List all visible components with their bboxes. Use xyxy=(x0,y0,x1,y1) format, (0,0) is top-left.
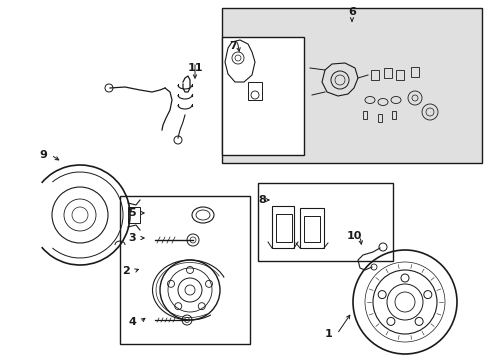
Bar xyxy=(383,68,391,78)
Text: 4: 4 xyxy=(128,317,136,327)
Bar xyxy=(391,111,395,119)
Bar xyxy=(362,111,366,119)
Bar xyxy=(410,67,418,77)
Bar xyxy=(258,183,392,261)
Text: 10: 10 xyxy=(346,231,361,241)
Text: 2: 2 xyxy=(122,266,130,276)
Bar xyxy=(120,196,249,344)
Bar xyxy=(299,208,324,248)
Bar xyxy=(235,69,241,77)
Text: 7: 7 xyxy=(229,41,236,51)
Text: 5: 5 xyxy=(128,208,136,218)
Bar xyxy=(377,114,381,122)
Text: 8: 8 xyxy=(258,195,265,205)
Text: 1: 1 xyxy=(325,329,332,339)
Bar xyxy=(395,70,403,80)
Bar xyxy=(271,206,293,248)
Bar xyxy=(247,82,262,100)
Text: 11: 11 xyxy=(187,63,203,73)
Bar xyxy=(275,214,291,242)
Text: 9: 9 xyxy=(39,150,47,160)
Text: 6: 6 xyxy=(347,7,355,17)
Bar xyxy=(222,37,304,155)
Bar xyxy=(370,70,378,80)
Bar xyxy=(304,216,319,242)
Bar xyxy=(128,207,140,223)
Text: 3: 3 xyxy=(128,233,136,243)
Bar xyxy=(222,8,481,163)
